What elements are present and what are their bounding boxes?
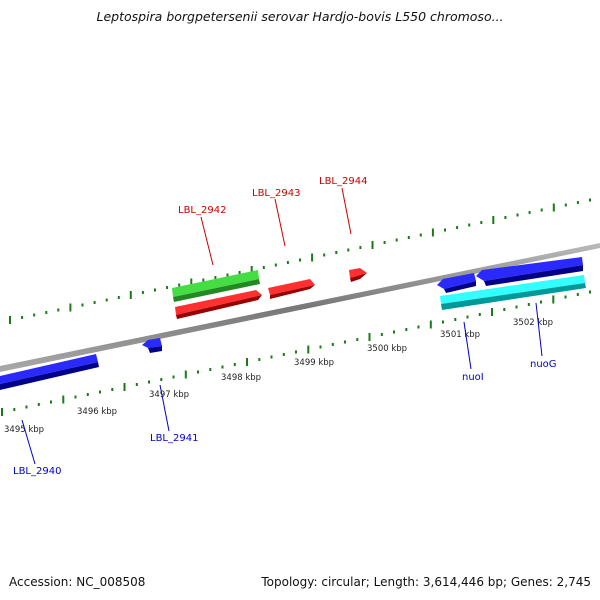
leader-lbl2940 [21,419,36,465]
gene-lbl2942-green[interactable] [172,270,260,302]
topology-summary: Topology: circular; Length: 3,614,446 bp… [261,575,591,589]
scale-label-3496: 3496 kbp [77,407,117,417]
scale-label-3495: 3495 kbp [4,425,44,435]
leader-nuoG [535,302,543,357]
scale-label-3499: 3499 kbp [294,358,334,368]
gene-label-lbl2942[interactable]: LBL_2942 [178,205,226,216]
scale-label-3500: 3500 kbp [367,344,407,354]
accession-text: Accession: NC_008508 [9,575,146,589]
gene-nuoG-cyan[interactable] [440,275,586,310]
leader-lbl2942 [200,216,214,266]
leader-lbl2943 [274,198,286,247]
scale-label-3502: 3502 kbp [513,318,553,328]
gene-label-lbl2943[interactable]: LBL_2943 [252,188,300,199]
gene-nuoG-blue[interactable] [476,257,583,286]
gene-lbl2944[interactable] [349,268,367,282]
gene-lbl2943[interactable] [268,279,315,299]
leader-lbl2941 [159,384,170,432]
scale-label-3498: 3498 kbp [221,373,261,383]
scale-label-3497: 3497 kbp [149,390,189,400]
gene-lbl2942-red[interactable] [175,290,262,319]
chromosome-backbone [0,243,600,372]
gene-label-lbl2944[interactable]: LBL_2944 [319,176,367,187]
gene-lbl2940[interactable] [0,354,99,390]
leader-lbl2944 [341,187,352,235]
gene-label-lbl2941[interactable]: LBL_2941 [150,433,198,444]
leader-nuoI [463,321,472,370]
map-title: Leptospira borgpetersenii serovar Hardjo… [96,9,504,24]
gene-lbl2941[interactable] [142,338,162,353]
gene-label-nuoI[interactable]: nuoI [462,372,484,383]
gene-label-lbl2940[interactable]: LBL_2940 [13,466,61,477]
gene-nuoI[interactable] [437,273,476,293]
scale-label-3501: 3501 kbp [440,330,480,340]
scale-track-bottom [1,290,591,416]
gene-label-nuoG[interactable]: nuoG [530,359,557,370]
